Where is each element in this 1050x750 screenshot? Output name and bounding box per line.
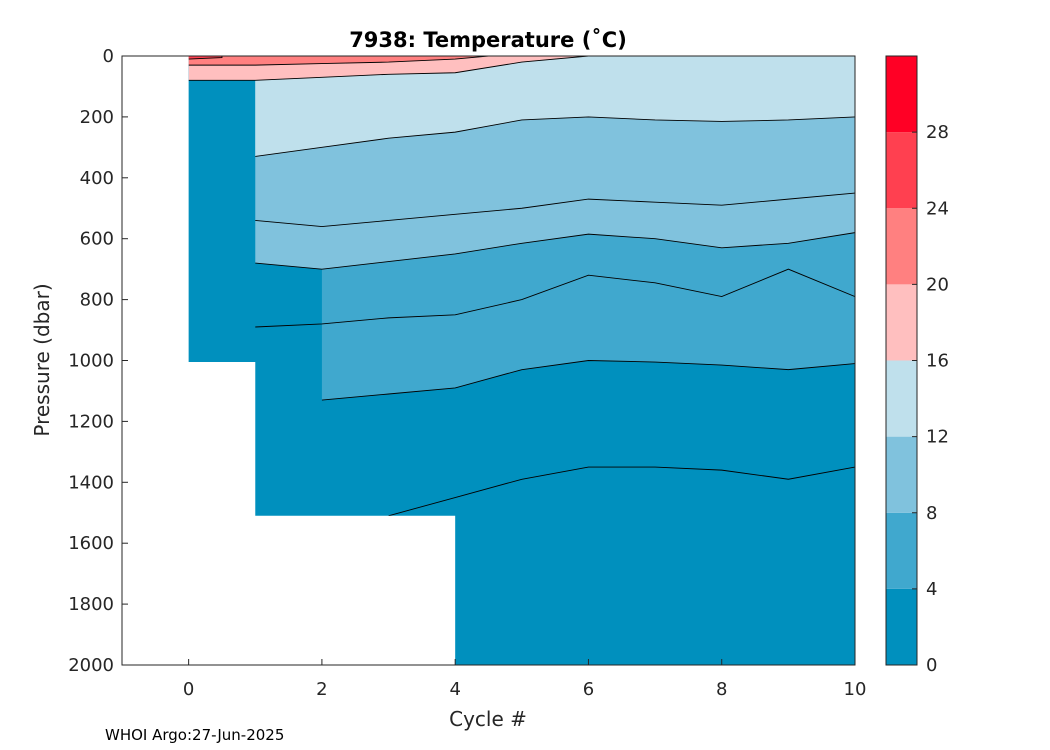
y-tick-label: 1200: [68, 411, 114, 432]
contour-line-deep-0: [388, 466, 856, 517]
y-tick-label: 1600: [68, 533, 114, 554]
y-tick-label: 2000: [68, 655, 114, 676]
footer-stamp: WHOI Argo:27-Jun-2025: [105, 726, 284, 744]
band-fill-above-12: [255, 56, 856, 157]
x-tick-label: 10: [844, 679, 867, 700]
contour-line-mid-0: [255, 268, 856, 328]
y-tick-label: 800: [80, 290, 114, 311]
isotherm-24: [188, 56, 223, 60]
x-axis-label: Cycle #: [449, 707, 527, 731]
y-tick-label: 600: [80, 229, 114, 250]
colorbar: 0 4 8 12 16 20 24 28: [885, 55, 949, 676]
y-axis-ticks: 0 200 400 600 800 1000 1200 1400 1600 1800 2000: [68, 46, 128, 676]
colorbar-tick-label: 24: [926, 198, 949, 219]
y-tick-label: 200: [80, 107, 114, 128]
isotherm-12: [255, 116, 856, 157]
colorbar-band: [886, 56, 917, 133]
colorbar-band: [886, 588, 917, 665]
y-tick-label: 1000: [68, 351, 114, 372]
isotherm-16: [188, 56, 855, 81]
colorbar-band: [886, 208, 917, 285]
colorbar-tick-label: 16: [926, 351, 949, 372]
y-tick-label: 0: [103, 46, 114, 67]
colorbar-tick-label: 8: [926, 503, 937, 524]
y-tick-label: 1800: [68, 594, 114, 615]
isotherm-20: [188, 56, 489, 66]
colorbar-tick-label: 12: [926, 427, 949, 448]
colorbar-band: [886, 436, 917, 513]
colorbar-tick-label: 4: [926, 579, 937, 600]
isotherm-4: [321, 360, 856, 401]
contour-line-mid-1: [255, 192, 856, 227]
x-tick-label: 2: [316, 679, 327, 700]
x-tick-label: 8: [716, 679, 727, 700]
colorbar-tick-label: 28: [926, 122, 949, 143]
y-axis-label: Pressure (dbar): [30, 283, 54, 436]
x-axis-ticks: 0 2 4 6 8 10: [183, 659, 867, 700]
x-tick-label: 6: [583, 679, 594, 700]
y-tick-label: 400: [80, 168, 114, 189]
plot-area: [121, 55, 856, 666]
colorbar-band: [886, 132, 917, 209]
x-tick-label: 4: [449, 679, 460, 700]
colorbar-tick-label: 20: [926, 274, 949, 295]
temperature-field: [188, 56, 856, 665]
chart-title: 7938: Temperature (˚C): [349, 28, 627, 52]
band-fill-above-20: [188, 56, 489, 66]
y-tick-label: 1400: [68, 472, 114, 493]
colorbar-band: [886, 360, 917, 437]
colorbar-tick-label: 0: [926, 655, 937, 676]
isotherm-8: [255, 232, 856, 270]
x-tick-label: 0: [183, 679, 194, 700]
colorbar-band: [886, 512, 917, 589]
colorbar-band: [886, 284, 917, 361]
